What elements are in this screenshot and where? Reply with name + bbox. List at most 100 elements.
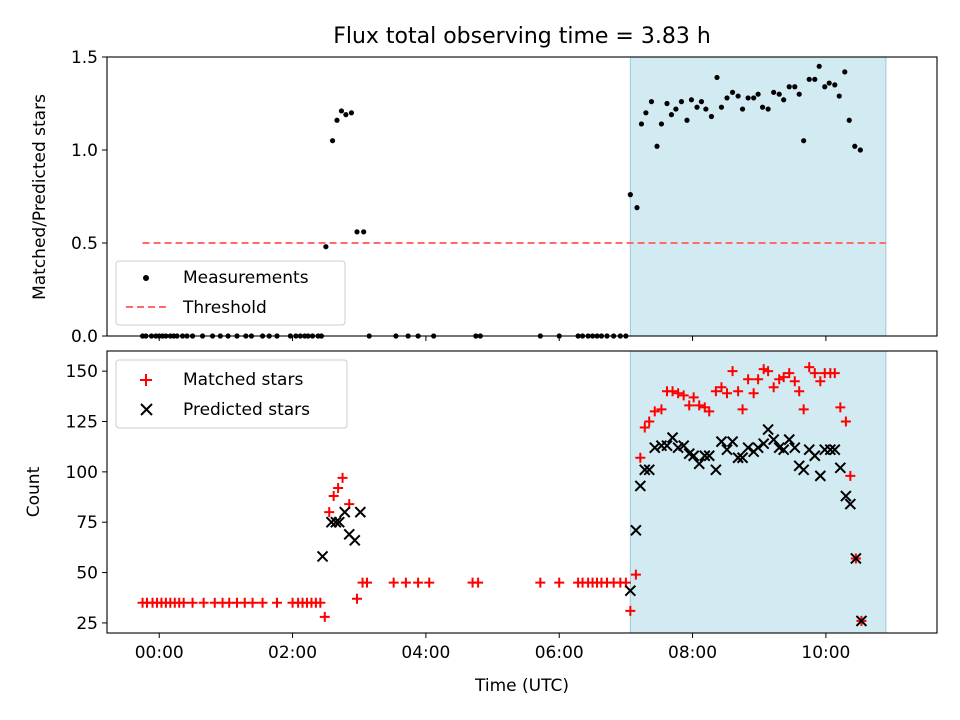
measurement-point [724, 95, 730, 101]
y-tick-label: 100 [66, 463, 98, 483]
matched-stars-point [829, 368, 840, 379]
matched-stars-point [727, 366, 738, 377]
y-axis-label: Count [24, 466, 44, 517]
predicted-stars-point [354, 506, 367, 518]
legend-matched-label: Matched stars [183, 370, 303, 390]
measurement-point [751, 95, 757, 101]
measurement-point [703, 106, 709, 112]
predicted-stars-point [661, 439, 673, 452]
measurement-point [718, 104, 725, 110]
plot-frame [106, 350, 938, 634]
predicted-stars-point [757, 437, 770, 450]
measurement-point [739, 106, 746, 112]
measurement-point [745, 95, 751, 101]
y-tick-label: 1.0 [71, 141, 98, 161]
predicted-stars-point [797, 464, 810, 476]
matched-stars-point [198, 597, 209, 608]
predicted-stars-point [649, 441, 661, 454]
measurement-point [329, 138, 336, 144]
matched-stars-point [784, 368, 795, 379]
matched-stars-point [710, 386, 721, 397]
matched-stars-point [667, 386, 678, 397]
measurement-point [832, 82, 838, 88]
x-tick-label: 06:00 [535, 643, 584, 663]
predicted-stars-point [715, 435, 728, 448]
matched-stars-point [845, 470, 856, 481]
y-axis-label: Matched/Predicted stars [30, 94, 50, 300]
legend-x-icon [140, 403, 153, 416]
matched-stars-point [748, 388, 759, 399]
measurement-point [852, 143, 858, 149]
matched-stars-point [733, 386, 744, 397]
predicted-stars-point [726, 435, 739, 448]
measurement-point [806, 76, 812, 82]
predicted-stars-point [844, 498, 857, 510]
measurement-point [684, 117, 690, 123]
x-tick-label: 08:00 [668, 643, 717, 663]
matched-stars-point [694, 400, 705, 411]
matched-stars-point [324, 507, 335, 518]
predicted-stars-point [814, 470, 827, 482]
predicted-stars-point [710, 464, 722, 476]
legend-threshold-label: Threshold [182, 298, 267, 318]
measurement-point [348, 110, 355, 116]
matched-stars-point [319, 611, 330, 622]
measurement-point [678, 99, 685, 105]
measurement-point [846, 117, 852, 123]
matched-stars-point [656, 404, 667, 415]
matched-stars-point [804, 362, 815, 373]
matched-stars-point [625, 605, 636, 616]
count-panel: 25 50 75 100 125 150 00:00 02:00 04:00 06:00 08:00… [24, 350, 938, 696]
legend-box [115, 359, 348, 429]
matched-stars-point [315, 597, 326, 608]
measurement-point [857, 147, 863, 153]
matched-stars-point [716, 382, 727, 393]
matched-stars-point [768, 382, 779, 393]
matched-stars-point [630, 569, 641, 580]
y-tick-label: 0.5 [71, 234, 98, 254]
predicted-stars-point [330, 516, 342, 528]
legend-plus-icon [140, 374, 152, 386]
predicted-stars-point [850, 552, 862, 565]
measurement-point [826, 80, 832, 86]
matched-stars-point [753, 374, 764, 385]
matched-stars-point [187, 597, 198, 608]
matched-stars-point [835, 402, 846, 413]
matched-stars-point [789, 376, 800, 387]
y-tick-label: 75 [76, 513, 98, 533]
matched-stars-point [554, 577, 565, 588]
observing-window-span [630, 351, 886, 633]
legend: Measurements Threshold [115, 260, 346, 326]
measurement-point [816, 63, 822, 69]
measurement-point [786, 84, 792, 90]
measurement-point [836, 93, 842, 99]
measurement-point [729, 89, 736, 95]
ratio-panel: 0.0 0.5 1.0 1.5 Matched/Predicted stars Mea… [30, 48, 938, 347]
predicted-stars-point [639, 464, 651, 476]
predicted-stars-point [767, 433, 780, 446]
predicted-stars-point [316, 550, 329, 563]
matched-stars-point [535, 577, 546, 588]
matched-stars-point [758, 364, 769, 375]
matched-stars-point [424, 577, 435, 588]
measurement-point [735, 93, 741, 99]
measurement-point [755, 91, 761, 97]
measurement-point [323, 244, 329, 250]
x-tick-label: 10:00 [801, 643, 850, 663]
predicted-stars-point [742, 441, 754, 454]
predicted-stars-point [703, 450, 715, 462]
predicted-stars-point [824, 443, 837, 456]
measurement-point [708, 113, 715, 120]
matched-stars-point [328, 491, 339, 502]
predicted-stars-point [789, 441, 801, 454]
measurement-point [842, 69, 848, 75]
plot-frame [106, 56, 938, 337]
matched-stars-point [678, 390, 689, 401]
predicted-stars-point [624, 584, 637, 597]
predicted-stars-point [777, 443, 790, 456]
measurement-point [354, 229, 360, 235]
matched-stars-point [688, 392, 699, 403]
predicted-stars-point [829, 443, 841, 456]
matched-stars-point [362, 577, 372, 588]
measurement-point [792, 84, 798, 90]
